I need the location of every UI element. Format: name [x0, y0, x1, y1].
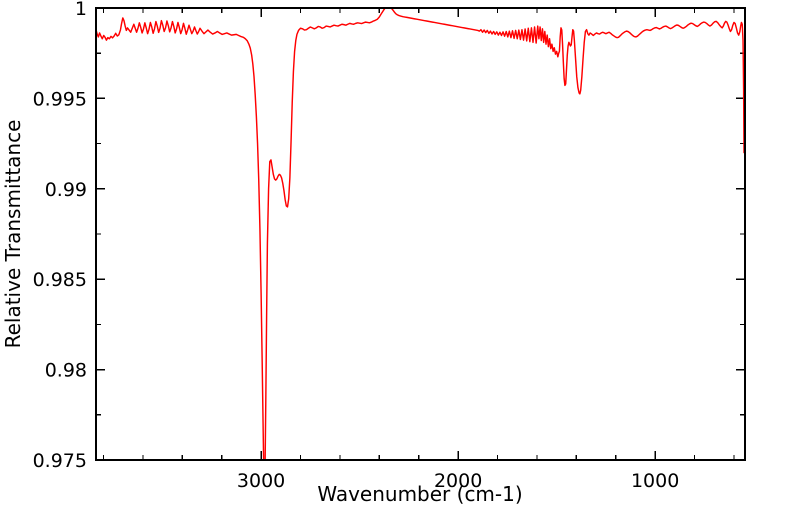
plot-frame [96, 8, 745, 460]
y-axis-tick-labels: 0.975 0.98 0.985 0.99 0.995 1 [33, 0, 87, 472]
x-tick-label: 2000 [434, 470, 482, 492]
y-tick-label: 1 [75, 0, 87, 20]
y-tick-label: 0.995 [33, 88, 87, 110]
x-axis-minor-ticks [102, 8, 735, 460]
axes-frame [95, 7, 746, 461]
x-axis-tick-labels: 3000 2000 1000 [237, 470, 679, 492]
spectrum-trace [96, 8, 745, 460]
x-axis-major-ticks [260, 8, 656, 460]
x-axis-title: Wavenumber (cm-1) [317, 482, 522, 506]
y-tick-label: 0.975 [33, 450, 87, 472]
x-tick-label: 1000 [631, 470, 679, 492]
y-axis-minor-ticks [96, 52, 745, 416]
y-tick-label: 0.98 [45, 360, 87, 382]
y-axis-title: Relative Transmittance [1, 120, 25, 349]
plot-background [96, 8, 745, 460]
y-tick-label: 0.99 [45, 179, 87, 201]
x-tick-label: 3000 [237, 470, 285, 492]
spectrum-clip-group [96, 8, 745, 460]
y-tick-label: 0.985 [33, 269, 87, 291]
